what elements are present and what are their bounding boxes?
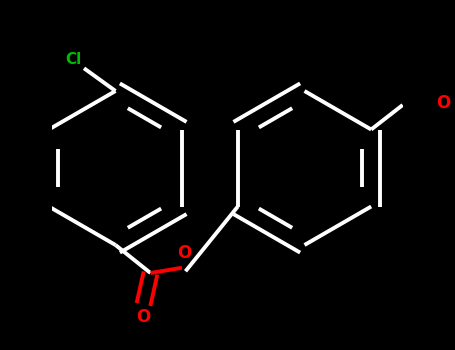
Text: O: O <box>436 94 450 112</box>
Text: O: O <box>177 245 191 262</box>
Text: O: O <box>136 308 151 326</box>
Text: Cl: Cl <box>65 51 81 66</box>
